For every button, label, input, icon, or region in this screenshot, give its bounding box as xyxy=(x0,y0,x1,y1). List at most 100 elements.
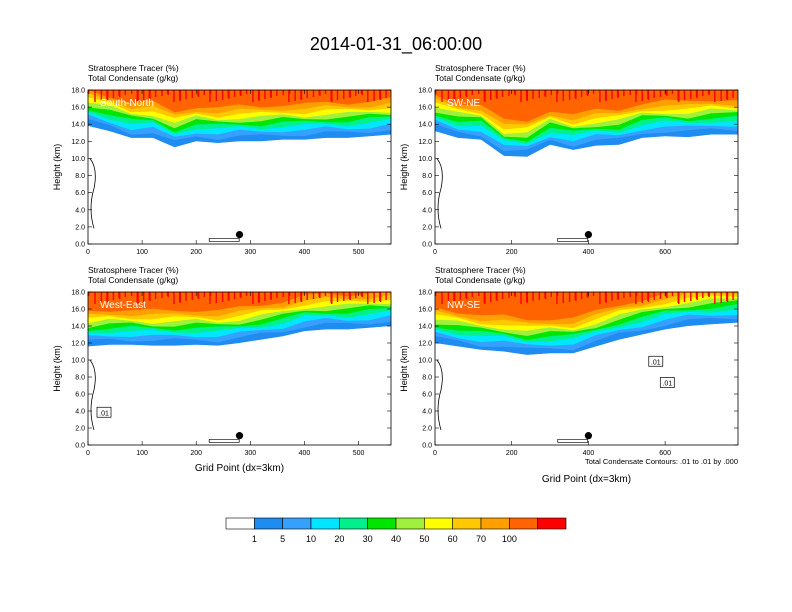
tracer-streak xyxy=(336,90,339,100)
tracer-streak xyxy=(726,292,728,301)
tracer-streak xyxy=(209,292,211,304)
y-tick-label: 16.0 xyxy=(418,307,432,314)
tracer-streak xyxy=(227,90,229,98)
location-marker xyxy=(235,230,244,239)
tracer-streak xyxy=(178,90,181,100)
tracer-streak xyxy=(677,292,679,303)
colorbar-label: 30 xyxy=(363,534,373,544)
condensate-contour xyxy=(436,359,443,431)
y-tick-label: 10.0 xyxy=(418,358,432,365)
x-tick-label: 300 xyxy=(244,249,256,256)
tracer-streak xyxy=(221,90,224,100)
x-tick-label: 0 xyxy=(86,450,90,457)
plot-area: .01 xyxy=(88,292,391,443)
colorbar-swatch xyxy=(282,517,312,530)
x-axis-label: Grid Point (dx=3km) xyxy=(195,463,284,474)
y-tick-label: 18.0 xyxy=(418,290,432,297)
tracer-streak xyxy=(616,90,619,97)
tracer-streak xyxy=(173,292,175,304)
tracer-streak xyxy=(513,90,516,94)
tracer-streak xyxy=(702,292,704,298)
tracer-streak xyxy=(392,90,393,97)
tracer-streak xyxy=(373,292,375,303)
tracer-streak xyxy=(466,292,468,299)
tracer-streak xyxy=(367,292,369,304)
x-tick-label: 200 xyxy=(506,450,518,457)
y-tick-label: 18.0 xyxy=(71,88,85,95)
y-tick-label: 18.0 xyxy=(418,88,432,95)
x-tick-label: 100 xyxy=(136,249,148,256)
y-tick-label: 0.0 xyxy=(75,242,85,249)
tracer-streak xyxy=(635,90,637,102)
tracer-streak xyxy=(288,90,290,102)
panel-label: West-East xyxy=(100,300,146,311)
colorbar-swatch xyxy=(395,517,425,530)
tracer-streak xyxy=(94,90,96,102)
colorbar: 1 5 10 20 30 40 50 60 70 100 xyxy=(225,517,567,544)
tracer-streak xyxy=(453,90,455,99)
tracer-streak xyxy=(185,90,187,99)
tracer-streak xyxy=(361,90,363,95)
tracer-streak xyxy=(197,90,199,96)
tracer-streak xyxy=(714,292,716,304)
tracer-streak xyxy=(520,90,522,102)
tracer-streak xyxy=(355,292,357,298)
y-tick-label: 2.0 xyxy=(75,224,85,231)
panel-west-east: .01 0.0 2.0 4.0 6.0 8.0 10.0 12.0 14.0 16.0 18.0 0 1… xyxy=(52,265,392,474)
plot-area: .01 .01 xyxy=(435,292,740,443)
tracer-streak xyxy=(264,292,266,301)
subtitle-condensate: Total Condensate (g/kg) xyxy=(435,275,525,285)
subtitle-condensate: Total Condensate (g/kg) xyxy=(88,73,178,83)
tracer-streak xyxy=(179,292,181,303)
tracer-streak xyxy=(136,292,138,303)
tracer-streak xyxy=(348,292,351,299)
y-tick-label: 0.0 xyxy=(75,443,85,450)
tracer-streak xyxy=(312,292,315,299)
tracer-streak xyxy=(361,292,363,297)
tracer-streak xyxy=(532,292,534,301)
tracer-streak xyxy=(435,292,437,296)
tracer-streak xyxy=(525,292,528,302)
contour-label-box xyxy=(659,377,675,388)
tracer-streak xyxy=(466,90,468,97)
tracer-streak xyxy=(343,90,345,99)
tracer-streak xyxy=(532,90,534,99)
tracer-streak xyxy=(653,292,655,300)
y-tick-label: 14.0 xyxy=(71,324,85,331)
tracer-streak xyxy=(501,292,504,299)
x-axis-label: Grid Point (dx=3km) xyxy=(542,474,631,485)
y-tick-label: 12.0 xyxy=(71,341,85,348)
tracer-streak xyxy=(269,90,272,97)
tracer-streak xyxy=(143,292,145,302)
plot-area xyxy=(88,90,393,242)
tracer-streak xyxy=(161,90,163,96)
colorbar-swatch xyxy=(537,517,567,530)
location-marker xyxy=(235,432,244,440)
tracer-streak xyxy=(629,90,631,95)
tracer-streak xyxy=(239,292,241,297)
colorbar-swatch xyxy=(310,517,340,530)
contour-note: Total Condensate Contours: .01 to .01 by… xyxy=(585,457,738,466)
tracer-streak xyxy=(447,90,450,101)
y-tick-label: 4.0 xyxy=(75,207,85,214)
panel-label: South-North xyxy=(100,98,154,109)
tracer-streak xyxy=(131,292,133,296)
colorbar-label: 40 xyxy=(391,534,401,544)
tracer-streak xyxy=(191,90,193,98)
tracer-streak xyxy=(167,292,169,297)
tracer-streak xyxy=(568,292,571,302)
x-tick-label: 300 xyxy=(244,450,256,457)
x-tick-label: 400 xyxy=(299,249,311,256)
y-axis-label: Height (km) xyxy=(399,345,409,392)
x-tick-label: 500 xyxy=(353,249,365,256)
tracer-streak xyxy=(373,90,375,101)
tracer-streak xyxy=(641,90,643,101)
y-tick-label: 12.0 xyxy=(71,139,85,146)
tracer-streak xyxy=(647,292,649,301)
tracer-streak xyxy=(599,292,601,304)
y-tick-label: 12.0 xyxy=(418,341,432,348)
tracer-streak xyxy=(739,292,740,299)
tracer-streak xyxy=(276,90,278,96)
tracer-streak xyxy=(641,292,643,303)
